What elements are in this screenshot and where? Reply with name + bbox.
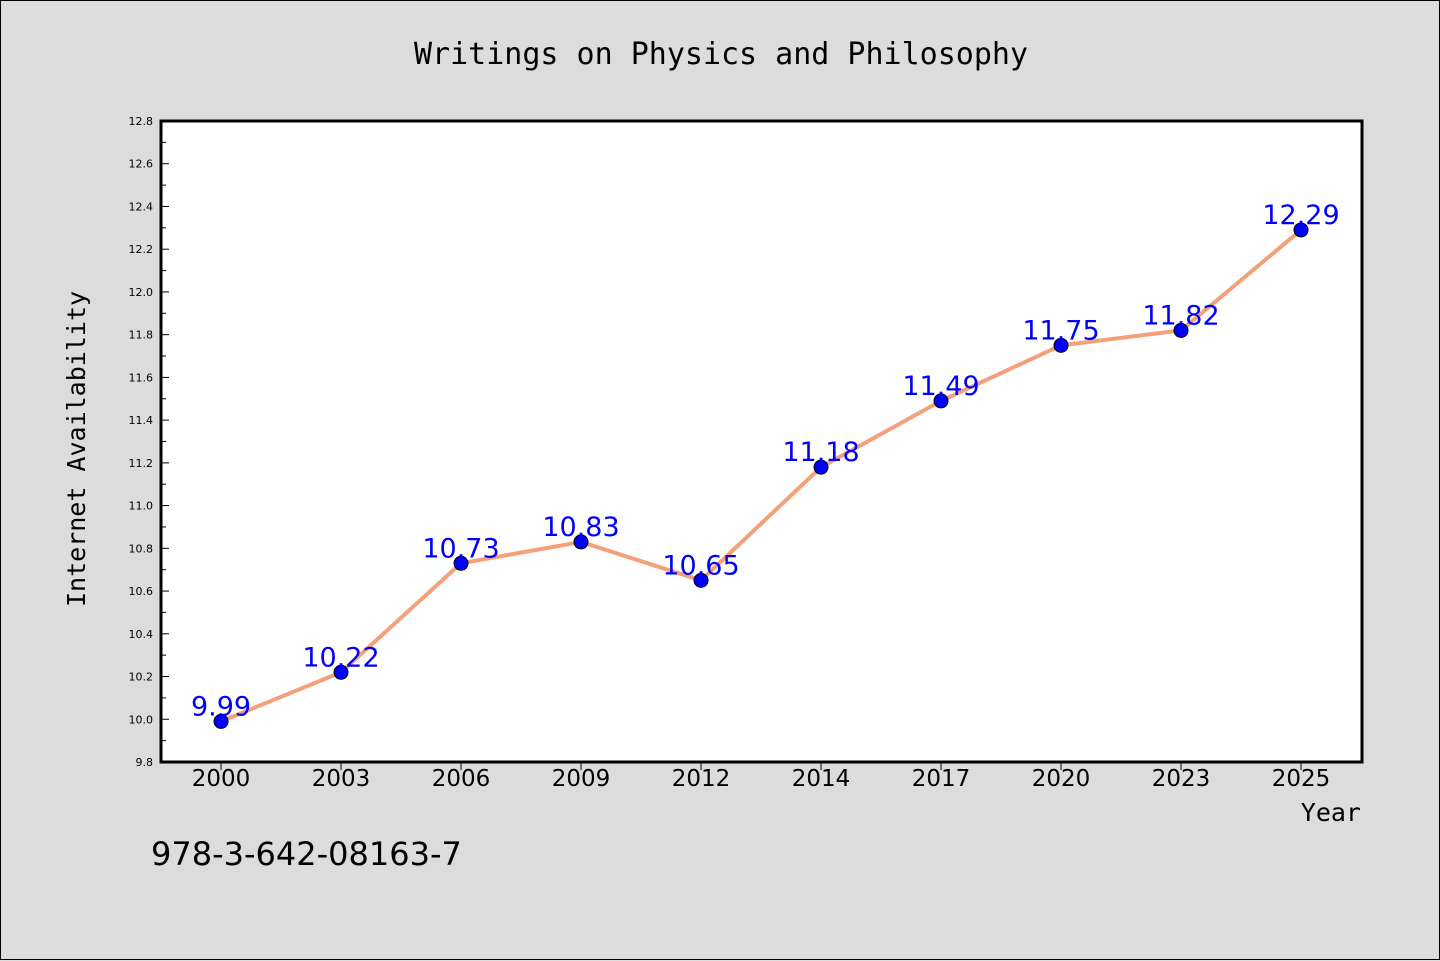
data-label: 11.49 <box>902 371 979 402</box>
x-tick-label: 2020 <box>1032 766 1091 792</box>
y-tick-label: 12.4 <box>129 200 154 213</box>
y-tick-label: 10.4 <box>129 628 154 641</box>
y-tick-label: 11.6 <box>129 371 154 384</box>
y-tick-label: 11.0 <box>129 500 154 513</box>
data-point <box>1293 222 1309 238</box>
y-tick-label: 10.8 <box>129 542 154 555</box>
data-point <box>573 534 589 550</box>
y-tick-label: 9.8 <box>136 756 154 769</box>
data-point <box>213 713 229 729</box>
y-axis-label: Internet Availability <box>62 291 91 607</box>
data-label: 10.22 <box>302 642 379 673</box>
y-tick-label: 12.8 <box>129 115 154 128</box>
y-axis-ticks: 9.8 10.0 10.2 10.4 10.6 10.8 11.0 11.2 11.4 11.6 1… <box>129 115 169 769</box>
y-tick-label: 10.6 <box>129 585 154 598</box>
y-tick-label: 11.4 <box>129 414 154 427</box>
data-label: 12.29 <box>1262 200 1339 231</box>
y-tick-label: 11.8 <box>129 329 154 342</box>
y-tick-label: 12.0 <box>129 286 154 299</box>
data-point <box>453 555 469 571</box>
y-tick-label: 12.6 <box>129 158 154 171</box>
x-tick-label: 2023 <box>1152 766 1211 792</box>
x-tick-label: 2025 <box>1272 766 1331 792</box>
isbn-text: 978-3-642-08163-7 <box>151 835 462 873</box>
series-line <box>220 228 1303 724</box>
x-tick-label: 2009 <box>552 766 611 792</box>
data-label: 11.18 <box>782 437 859 468</box>
x-tick-label: 2000 <box>192 766 251 792</box>
data-label: 11.75 <box>1022 315 1099 346</box>
data-label: 10.83 <box>542 512 619 543</box>
x-axis-label: Year <box>1301 798 1361 827</box>
x-tick-label: 2012 <box>672 766 731 792</box>
data-point <box>1173 322 1189 338</box>
data-point <box>1053 337 1069 353</box>
y-tick-label: 10.2 <box>129 671 154 684</box>
data-label: 10.65 <box>662 550 739 581</box>
chart-title: Writings on Physics and Philosophy <box>414 37 1028 72</box>
y-tick-label: 11.2 <box>129 457 154 470</box>
plot-frame <box>159 119 1364 764</box>
x-tick-label: 2017 <box>912 766 971 792</box>
x-tick-label: 2006 <box>432 766 491 792</box>
data-label: 9.99 <box>191 691 251 722</box>
y-tick-label: 12.2 <box>129 243 154 256</box>
data-point <box>333 664 349 680</box>
data-point <box>933 393 949 409</box>
series-line-group: 9.99 10.22 10.73 10.83 10.65 11.18 11.49 11.75 1… <box>191 200 1340 729</box>
x-tick-label: 2003 <box>312 766 371 792</box>
x-tick-label: 2014 <box>792 766 851 792</box>
x-axis-ticks: 2000 2003 2006 2009 2012 2014 2017 2020 2023 2025 <box>192 762 1331 792</box>
data-label: 10.73 <box>422 533 499 564</box>
data-point <box>693 572 709 588</box>
data-label: 11.82 <box>1142 300 1219 331</box>
data-point <box>813 459 829 475</box>
y-tick-label: 10.0 <box>129 713 154 726</box>
